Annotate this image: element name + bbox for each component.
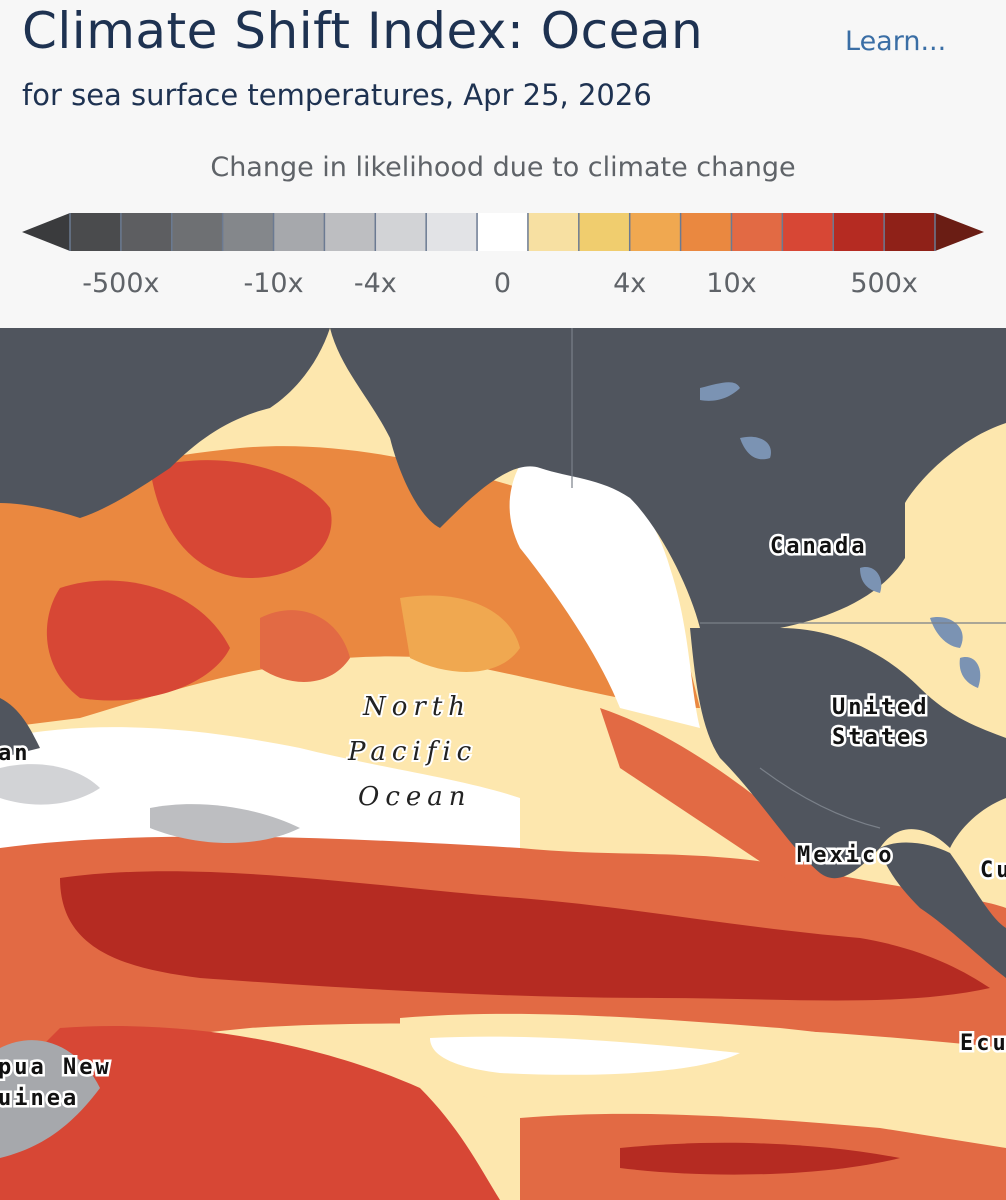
legend-tick-label: 10x xyxy=(706,268,756,299)
legend-swatch xyxy=(884,213,936,251)
label-states: States xyxy=(832,725,929,750)
legend-tick-label: 0 xyxy=(494,268,511,299)
map-canvas[interactable]: Canada United States Mexico an pua New u… xyxy=(0,328,1006,1200)
label-cuba-partial: Cu xyxy=(980,858,1006,883)
legend-arrow-right xyxy=(935,213,984,251)
color-legend: -500x -10x -4x 0 4x 10x 500x xyxy=(22,213,984,299)
legend-swatch xyxy=(680,213,732,251)
legend-swatch xyxy=(222,213,275,251)
legend-swatch xyxy=(731,213,783,251)
legend-swatch xyxy=(120,213,173,251)
legend-swatch xyxy=(375,213,427,251)
legend-swatch xyxy=(833,213,885,251)
borders-layer xyxy=(571,328,1006,829)
legend-swatch xyxy=(273,213,325,251)
header: Climate Shift Index: Ocean Learn... for … xyxy=(0,0,1006,328)
legend-arrow-left xyxy=(22,213,70,251)
legend-swatch xyxy=(426,213,478,251)
label-united: United xyxy=(832,695,929,720)
place-labels: Canada United States Mexico an pua New u… xyxy=(0,532,1006,1114)
label-pacific: Pacific xyxy=(347,737,477,767)
label-mexico: Mexico xyxy=(797,843,894,868)
label-japan-partial: an xyxy=(0,741,31,766)
legend-swatch xyxy=(629,213,682,251)
legend-swatch xyxy=(527,213,580,251)
legend-swatch xyxy=(171,213,224,251)
land-layer xyxy=(0,328,1006,978)
lakes-layer xyxy=(700,382,981,688)
legend-swatch xyxy=(324,213,376,251)
learn-more-link[interactable]: Learn... xyxy=(845,26,947,57)
label-canada: Canada xyxy=(770,534,867,559)
page-subtitle: for sea surface temperatures, Apr 25, 20… xyxy=(22,78,652,112)
legend-swatch xyxy=(477,213,529,251)
label-ecuador-partial: Ecu xyxy=(960,1031,1006,1056)
legend-tick-label: -500x xyxy=(82,268,159,299)
label-ocean: Ocean xyxy=(358,782,472,812)
legend-swatch xyxy=(578,213,631,251)
map-view[interactable]: Canada United States Mexico an pua New u… xyxy=(0,328,1006,1200)
legend-tick-label: -10x xyxy=(243,268,303,299)
page-title: Climate Shift Index: Ocean xyxy=(22,2,704,60)
label-png-line1: pua New xyxy=(0,1055,112,1080)
legend-swatch xyxy=(782,213,834,251)
label-png-line2: uinea xyxy=(0,1086,79,1111)
legend-tick-label: 500x xyxy=(850,268,918,299)
label-north: North xyxy=(362,692,471,722)
legend-tick-label: -4x xyxy=(354,268,397,299)
legend-tick-label: 4x xyxy=(613,268,646,299)
sst-anomaly-layer xyxy=(0,438,1006,1200)
legend-swatch xyxy=(70,213,122,251)
legend-title: Change in likelihood due to climate chan… xyxy=(210,152,796,183)
